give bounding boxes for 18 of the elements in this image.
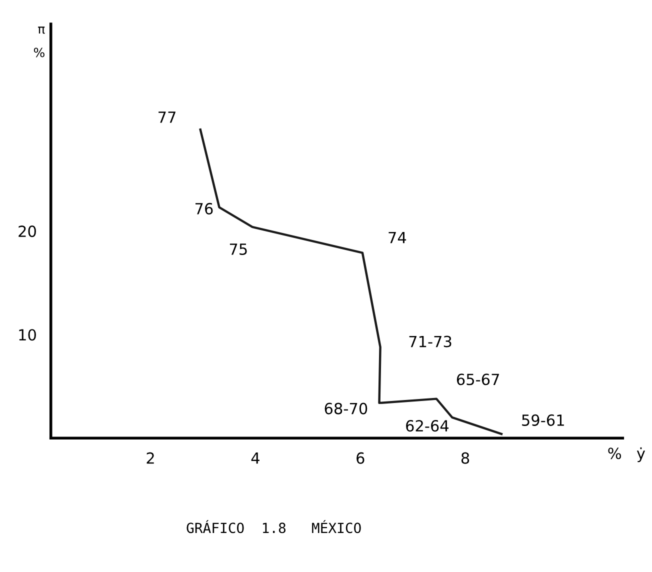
x-tick-label: 8	[461, 452, 470, 464]
annotation: 75	[230, 244, 247, 255]
annotation: 71-73	[409, 336, 452, 348]
y-tick-label: 20	[18, 226, 36, 238]
y-axis-title: π %	[34, 26, 45, 58]
annotation: 62-64	[406, 420, 449, 432]
annotation: 77	[158, 112, 176, 123]
x-tick-label: 2	[146, 452, 154, 464]
annotation: 74	[388, 232, 406, 244]
x-tick-label: 4	[251, 452, 260, 464]
text: GRÁFICO 1.8 MÉXICO	[186, 520, 361, 534]
x-axis-title: % ẏ	[608, 447, 646, 462]
x-tick-label: 6	[356, 452, 364, 464]
annotation: 65-67	[456, 374, 499, 386]
y-tick-label: 10	[19, 329, 36, 341]
annotation: 59-61	[522, 414, 564, 426]
annotation: 76	[196, 202, 213, 214]
annotation: 68-70	[324, 402, 368, 414]
